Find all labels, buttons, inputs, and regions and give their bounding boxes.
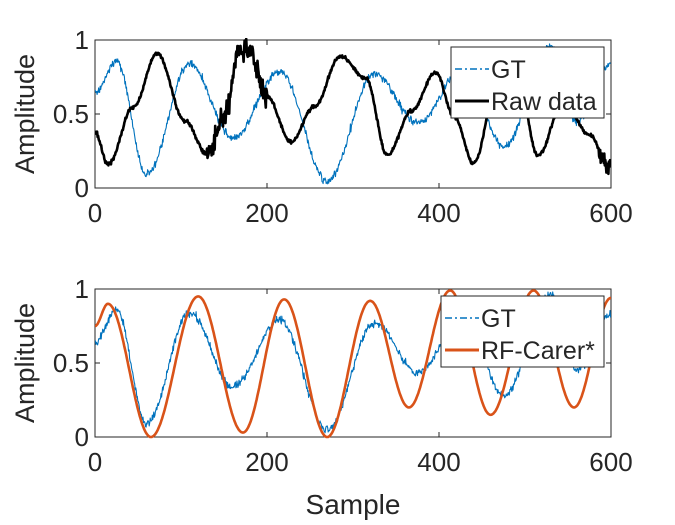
legend: GT RF-Carer*	[440, 295, 605, 368]
legend-entry: GT	[491, 56, 526, 84]
y-tick-label: 0.5	[53, 99, 89, 129]
y-tick-label: 0	[75, 422, 89, 452]
x-tick-label: 400	[417, 198, 460, 228]
y-axis-label: Amplitude	[10, 303, 40, 423]
y-tick-label: 1	[75, 274, 89, 304]
bottom-panel: 0 200 400 600 0 0.5 1 Amplitude Sample GT RF-Carer…	[10, 274, 633, 520]
y-tick-label: 0	[75, 173, 89, 203]
legend-entry: Raw data	[491, 88, 597, 116]
x-axis-label: Sample	[306, 489, 401, 520]
legend-box	[440, 295, 605, 368]
x-tick-label: 600	[589, 198, 632, 228]
y-tick-label: 0.5	[53, 348, 89, 378]
y-tick-label: 1	[75, 25, 89, 55]
top-panel: 0 200 400 600 0 0.5 1 Amplitude GT Raw data	[10, 25, 633, 228]
legend-entry: RF-Carer*	[481, 337, 595, 365]
y-axis-label: Amplitude	[10, 54, 40, 174]
x-tick-label: 600	[589, 447, 632, 477]
x-tick-label: 400	[417, 447, 460, 477]
x-tick-label: 0	[88, 198, 102, 228]
legend: GT Raw data	[450, 46, 605, 119]
legend-box	[450, 46, 605, 119]
x-tick-label: 200	[245, 447, 288, 477]
legend-entry: GT	[481, 305, 516, 333]
x-tick-label: 200	[245, 198, 288, 228]
x-tick-label: 0	[88, 447, 102, 477]
